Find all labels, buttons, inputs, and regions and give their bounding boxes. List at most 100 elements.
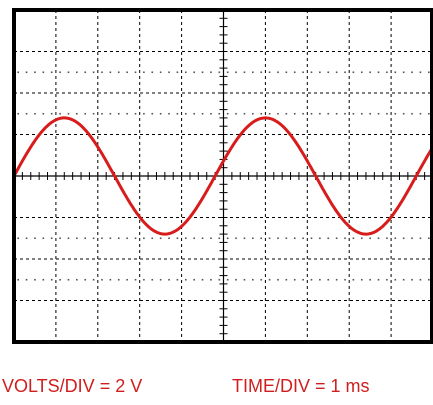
grid-subdot [109,237,112,240]
grid-subdot [143,237,145,240]
grid-subdot [377,278,380,281]
grid-subdot [176,237,179,240]
grid-subdot [184,278,187,281]
grid-subdot [25,237,28,240]
grid-subdot [252,278,254,281]
grid-subdot [252,71,254,74]
grid-subdot [285,71,288,74]
grid-subdot [428,71,430,74]
grid-subdot [159,278,162,281]
grid-subdot [335,237,338,240]
grid-subdot [50,71,53,74]
grid-subdot [235,112,237,115]
grid-subdot [293,71,296,74]
grid-subdot [268,112,271,115]
grid-subdot [42,278,45,281]
grid-subdot [193,237,195,240]
grid-subdot [360,112,363,115]
grid-subdot [193,278,195,281]
grid-subdot [235,237,237,240]
grid-subdot [428,278,430,281]
grid-subdot [126,278,128,281]
grid-subdot [210,278,212,281]
grid-subdot [25,278,28,281]
grid-subdot [201,278,204,281]
grid-subdot [327,71,330,74]
grid-subdot [352,71,355,74]
grid-subdot [50,112,53,115]
grid-subdot [377,71,380,74]
grid-subdot [260,71,263,74]
grid-subdot [59,278,61,281]
grid-subdot [218,278,221,281]
grid-subdot [218,112,221,115]
grid-subdot [226,237,229,240]
grid-subdot [59,71,61,74]
grid-subdot [277,278,279,281]
grid-subdot [226,278,229,281]
grid-subdot [76,278,78,281]
grid-subdot [168,278,170,281]
grid-subdot [17,237,19,240]
grid-subdot [402,112,405,115]
grid-subdot [184,71,187,74]
grid-subdot [134,237,137,240]
grid-subdot [50,278,53,281]
grid-subdot [76,237,78,240]
grid-subdot [386,112,388,115]
grid-subdot [34,71,36,74]
grid-subdot [143,278,145,281]
grid-subdot [159,71,162,74]
grid-subdot [386,278,388,281]
grid-subdot [369,71,371,74]
grid-subdot [134,112,137,115]
grid-subdot [260,237,263,240]
grid-subdot [176,71,179,74]
grid-subdot [335,112,338,115]
grid-subdot [109,71,112,74]
grid-subdot [402,237,405,240]
grid-subdot [226,112,229,115]
grid-subdot [260,112,263,115]
grid-subdot [344,71,346,74]
grid-subdot [84,112,87,115]
grid-subdot [252,237,254,240]
grid-subdot [109,278,112,281]
grid-subdot [201,112,204,115]
grid-subdot [285,112,288,115]
grid-subdot [92,112,95,115]
grid-subdot [327,278,330,281]
grid-subdot [218,237,221,240]
grid-subdot [310,112,313,115]
grid-subdot [369,112,371,115]
grid-subdot [360,71,363,74]
grid-subdot [394,237,397,240]
grid-subdot [377,237,380,240]
grid-subdot [319,278,321,281]
grid-subdot [352,237,355,240]
grid-subdot [302,237,304,240]
grid-subdot [34,112,36,115]
scope-settings-caption: VOLTS/DIV = 2 V TIME/DIV = 1 ms [0,372,433,400]
grid-subdot [302,112,304,115]
grid-subdot [419,237,422,240]
grid-subdot [201,237,204,240]
grid-subdot [210,237,212,240]
grid-subdot [168,112,170,115]
grid-subdot [302,278,304,281]
grid-subdot [101,112,103,115]
grid-subdot [419,71,422,74]
grid-subdot [42,71,45,74]
grid-subdot [117,278,120,281]
grid-subdot [277,71,279,74]
grid-subdot [109,112,112,115]
grid-subdot [151,237,154,240]
grid-subdot [59,112,61,115]
grid-subdot [260,278,263,281]
grid-subdot [126,112,128,115]
grid-subdot [344,112,346,115]
grid-subdot [101,71,103,74]
grid-subdot [184,237,187,240]
grid-subdot [302,71,304,74]
grid-subdot [25,71,28,74]
